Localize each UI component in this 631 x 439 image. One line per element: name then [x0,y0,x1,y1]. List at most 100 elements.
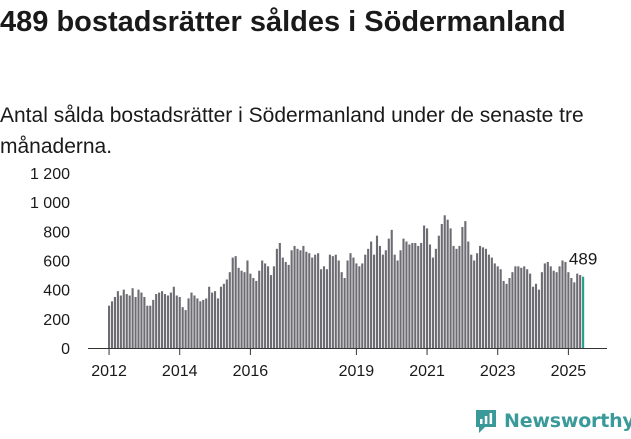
bar [308,253,311,348]
latest-value-label: 489 [569,250,597,269]
bar [149,305,152,348]
bar [196,298,199,348]
bar [178,296,181,348]
bar [364,254,367,348]
bar [473,260,476,348]
bar [211,292,214,348]
bar [449,228,452,348]
bar [517,266,520,348]
bar-chart: 0 200 400 600 800 1 000 1 200 2012 2014 2016 2019… [30,166,607,380]
bar [349,253,352,348]
bar [420,243,423,348]
bar [358,266,361,348]
bar [337,260,340,348]
bar [311,257,314,348]
bar [361,263,364,348]
bar [355,263,358,348]
bar [452,245,455,348]
bar [143,296,146,348]
bar [414,243,417,348]
bar [287,264,290,349]
bar [423,225,426,348]
bar [246,260,249,348]
bar [328,254,331,348]
x-axis: 2012 2014 2016 2019 2021 2023 2025 [91,348,586,380]
bar [511,272,514,348]
bar [110,301,114,348]
bar [158,292,161,348]
bar [334,254,337,348]
bar [508,278,511,348]
bar [261,260,264,348]
bar [576,273,579,349]
y-tick-label: 800 [43,224,70,241]
bar [396,260,399,348]
bar [202,299,205,349]
bar [225,279,228,348]
bar [187,298,190,348]
bar [399,250,402,348]
bar [302,245,305,348]
page-title: 489 bostadsrätter såldes i Södermanland [0,6,566,38]
bar [479,245,482,348]
bar [476,253,479,348]
bar [190,292,193,348]
bar [532,286,535,348]
bar [278,243,281,348]
bar [373,254,376,348]
bar [405,241,408,348]
bar [408,244,411,348]
bar [231,257,234,348]
bar [216,298,220,348]
bar [163,294,167,348]
bar [493,263,496,348]
bar [502,280,505,348]
bar [573,282,576,349]
bar [446,219,449,348]
bar [534,283,538,348]
bar [458,245,461,348]
bar [258,270,261,348]
bar [234,256,237,349]
bar [487,254,490,348]
bar [431,257,435,348]
bar [119,295,122,348]
y-axis: 0 200 400 600 800 1 000 1 200 [30,166,70,358]
newsworthy-logo-text: Newsworthy [504,410,631,432]
bar [205,298,208,348]
bar [555,272,558,348]
bar [219,286,223,348]
x-tick-label: 2023 [480,363,516,380]
bar [275,248,278,348]
bar [390,229,393,348]
bar [440,224,443,348]
bar [537,289,541,348]
bar [269,275,273,348]
bar [214,291,217,349]
bar [434,248,437,348]
bar [146,305,149,348]
bar [384,250,387,348]
bar [152,299,155,349]
bar [166,295,170,348]
bar [464,221,467,349]
bar [426,228,429,348]
bar [208,286,211,348]
bar [461,226,464,348]
bar [402,238,405,349]
newsworthy-logo[interactable]: Newsworthy [474,408,631,434]
y-tick-label: 1 000 [30,195,70,212]
bar [564,261,567,348]
bar [567,272,570,348]
bar [417,245,420,348]
bar [293,245,296,348]
bar [381,254,384,348]
bar [169,292,172,348]
bar [352,257,355,348]
bar [387,238,390,349]
bar [526,269,529,348]
bar [299,250,302,348]
bar [172,286,175,348]
bar [552,270,555,348]
bar [284,261,287,348]
